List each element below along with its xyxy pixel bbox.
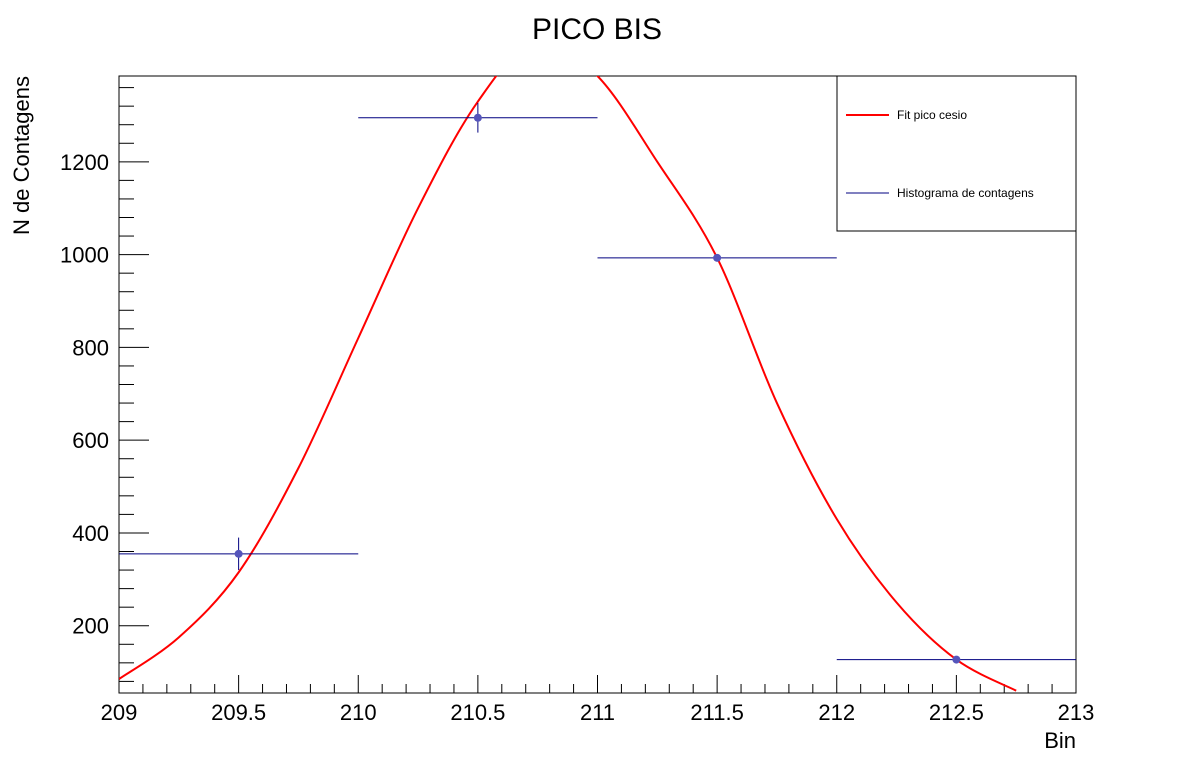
data-marker — [473, 113, 482, 122]
chart-title: PICO BIS — [532, 13, 662, 46]
data-marker — [713, 253, 722, 262]
x-axis-title: Bin — [1044, 728, 1076, 753]
axis-ticks: 209 209.5 210 210.5 211 211.5 212 212.5 213 200 40… — [60, 87, 1095, 725]
y-axis-title: N de Contagens — [9, 76, 34, 235]
y-tick-label: 800 — [72, 335, 109, 360]
y-tick-label: 200 — [72, 614, 109, 639]
legend-fit-label: Fit pico cesio — [897, 108, 967, 122]
x-tick-label: 211.5 — [690, 700, 743, 725]
histogram-point — [597, 253, 837, 262]
x-tick-label: 209 — [101, 700, 138, 725]
data-marker — [952, 655, 961, 664]
x-tick-label: 209.5 — [211, 700, 266, 725]
y-tick-label: 1000 — [60, 243, 109, 268]
legend-box — [836, 75, 1077, 232]
x-tick-label: 211 — [580, 700, 615, 725]
y-tick-label: 1200 — [60, 150, 109, 175]
histogram-layer — [119, 102, 1076, 664]
y-tick-label: 400 — [72, 521, 109, 546]
y-tick-label: 600 — [72, 428, 109, 453]
legend-hist-label: Histograma de contagens — [897, 186, 1034, 200]
x-tick-label: 210.5 — [450, 700, 505, 725]
histogram-point — [836, 655, 1076, 664]
x-tick-label: 212.5 — [929, 700, 984, 725]
data-marker — [234, 549, 243, 558]
histogram-point — [358, 102, 598, 133]
x-tick-label: 212 — [818, 700, 855, 725]
fit-curve — [119, 76, 1017, 692]
histogram-point — [119, 537, 359, 571]
legend: Fit pico cesio Histograma de contagens — [836, 75, 1077, 232]
fit-layer — [119, 76, 1017, 692]
x-tick-label: 210 — [340, 700, 377, 725]
x-tick-label: 213 — [1058, 700, 1095, 725]
